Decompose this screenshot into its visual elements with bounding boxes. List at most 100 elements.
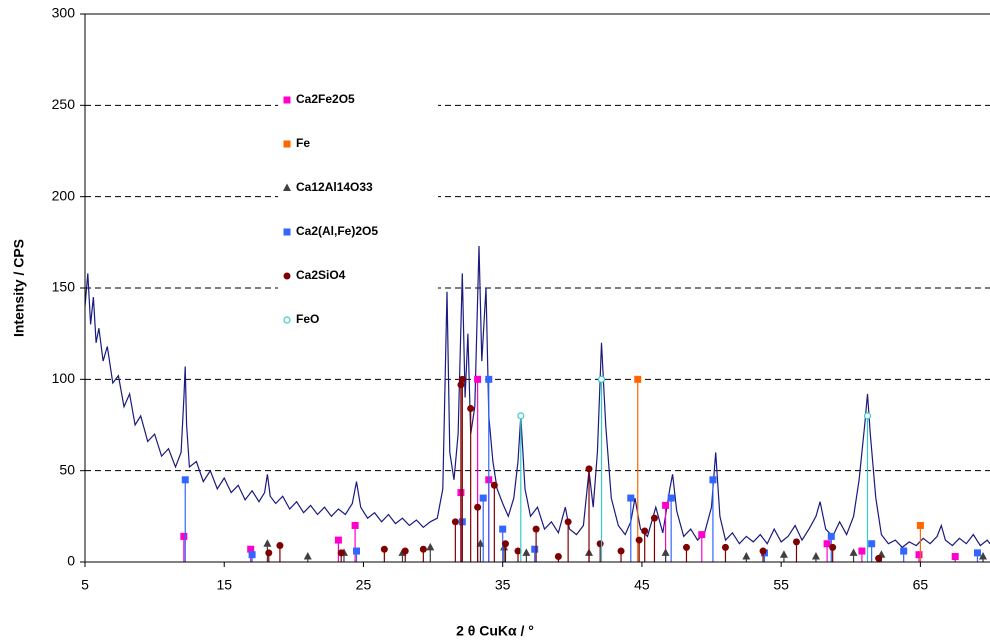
marker bbox=[951, 553, 959, 561]
marker bbox=[617, 547, 625, 555]
marker bbox=[823, 540, 831, 548]
marker bbox=[479, 494, 487, 502]
marker bbox=[585, 465, 593, 473]
x-tick-label: 65 bbox=[913, 577, 929, 593]
marker bbox=[650, 514, 658, 522]
marker bbox=[467, 405, 475, 413]
marker bbox=[401, 547, 409, 555]
y-tick-label: 0 bbox=[67, 553, 75, 569]
marker bbox=[875, 554, 883, 562]
marker bbox=[485, 375, 493, 383]
marker bbox=[531, 545, 539, 553]
x-tick-label: 45 bbox=[634, 577, 650, 593]
x-tick-label: 25 bbox=[356, 577, 372, 593]
marker bbox=[283, 96, 291, 104]
marker bbox=[792, 538, 800, 546]
marker bbox=[351, 521, 359, 529]
marker bbox=[779, 550, 788, 558]
marker bbox=[283, 140, 291, 148]
marker bbox=[248, 551, 256, 559]
legend-label: FeO bbox=[296, 312, 319, 326]
marker bbox=[709, 476, 717, 484]
x-tick-label: 55 bbox=[773, 577, 789, 593]
pattern-line bbox=[84, 245, 990, 549]
marker bbox=[283, 228, 291, 236]
marker bbox=[474, 375, 482, 383]
marker bbox=[265, 549, 273, 557]
marker bbox=[522, 548, 531, 556]
marker bbox=[635, 536, 643, 544]
marker bbox=[829, 543, 837, 551]
marker bbox=[868, 540, 876, 548]
marker bbox=[564, 518, 572, 526]
y-tick-label: 250 bbox=[52, 96, 76, 112]
legend-label: Ca12Al14O33 bbox=[296, 180, 373, 194]
marker bbox=[181, 476, 189, 484]
marker bbox=[662, 501, 670, 509]
x-tick-label: 5 bbox=[81, 577, 89, 593]
marker bbox=[721, 543, 729, 551]
marker bbox=[634, 375, 642, 383]
marker bbox=[263, 539, 272, 547]
y-tick-label: 50 bbox=[59, 461, 75, 477]
marker bbox=[501, 540, 509, 548]
marker bbox=[900, 547, 908, 555]
marker bbox=[499, 525, 507, 533]
legend-box bbox=[278, 88, 438, 333]
marker bbox=[426, 542, 435, 551]
marker bbox=[247, 545, 255, 553]
x-tick-label: 35 bbox=[495, 577, 511, 593]
y-tick-label: 200 bbox=[52, 187, 76, 203]
marker bbox=[303, 552, 312, 560]
marker bbox=[514, 547, 522, 555]
marker bbox=[380, 545, 388, 553]
marker bbox=[451, 518, 459, 526]
marker bbox=[353, 547, 360, 555]
y-tick-label: 150 bbox=[52, 279, 76, 295]
marker bbox=[849, 548, 858, 556]
marker bbox=[554, 553, 562, 561]
y-axis-label: Intensity / CPS bbox=[11, 239, 27, 337]
y-tick-label: 300 bbox=[52, 5, 76, 21]
marker bbox=[916, 521, 924, 529]
legend-label: Ca2Fe2O5 bbox=[296, 92, 355, 106]
marker bbox=[979, 552, 988, 560]
marker bbox=[419, 545, 427, 553]
marker bbox=[334, 536, 342, 544]
marker bbox=[641, 527, 649, 535]
marker bbox=[517, 412, 525, 420]
marker bbox=[490, 481, 498, 489]
marker bbox=[337, 549, 345, 557]
x-tick-label: 15 bbox=[216, 577, 232, 593]
x-axis-label: 2 θ CuKα / ° bbox=[456, 623, 534, 639]
legend-label: Ca2SiO4 bbox=[296, 268, 346, 282]
marker bbox=[627, 494, 635, 502]
marker bbox=[474, 503, 482, 511]
marker bbox=[276, 542, 284, 550]
marker bbox=[476, 539, 485, 547]
marker bbox=[759, 547, 767, 555]
marker bbox=[682, 543, 690, 551]
marker bbox=[458, 375, 466, 383]
marker bbox=[827, 532, 835, 540]
marker bbox=[858, 547, 866, 555]
marker bbox=[863, 412, 872, 420]
marker bbox=[597, 375, 606, 383]
marker bbox=[661, 548, 670, 556]
y-tick-label: 100 bbox=[52, 370, 76, 386]
marker bbox=[596, 540, 604, 548]
marker bbox=[283, 183, 291, 191]
marker bbox=[811, 552, 820, 560]
marker bbox=[667, 494, 675, 502]
legend-label: Fe bbox=[296, 136, 310, 150]
legend-label: Ca2(Al,Fe)2O5 bbox=[296, 224, 378, 238]
marker bbox=[973, 549, 981, 557]
marker bbox=[742, 552, 751, 560]
marker bbox=[180, 532, 188, 540]
marker bbox=[283, 272, 291, 280]
legend: Ca2Fe2O5 Fe Ca12Al14O33 Ca2(Al,Fe)2O5 Ca2SiO… bbox=[278, 88, 438, 333]
marker bbox=[532, 525, 540, 533]
marker bbox=[283, 316, 291, 324]
